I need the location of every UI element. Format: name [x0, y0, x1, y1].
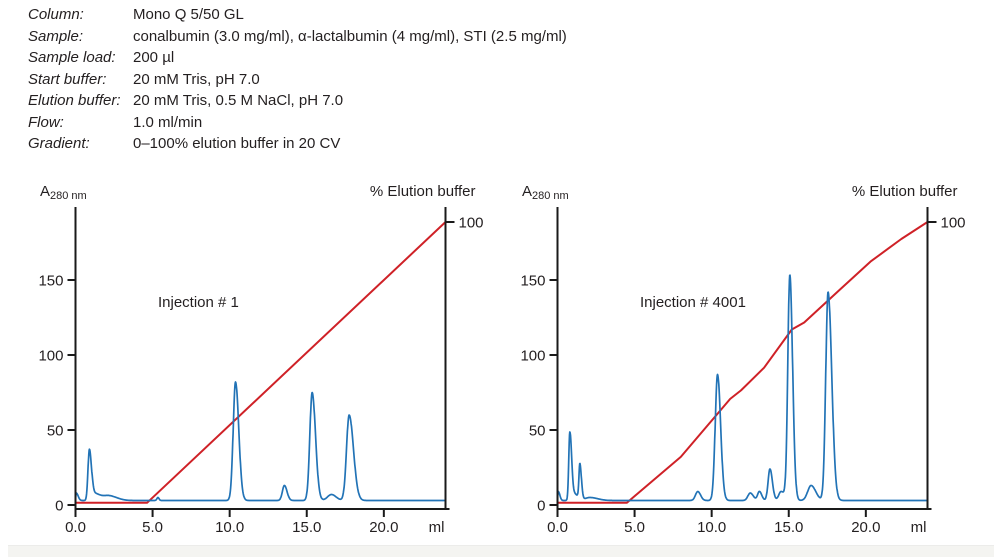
condition-value: 20 mM Tris, 0.5 M NaCl, pH 7.0 [133, 92, 344, 109]
y-axis-title: A280 nm [522, 183, 569, 202]
y-tick-label: 50 [47, 423, 64, 440]
y-tick-label: 100 [520, 348, 545, 365]
y-tick-label: 0 [537, 498, 545, 515]
injection-4001-label: Injection # 4001 [640, 294, 746, 311]
condition-value: conalbumin (3.0 mg/ml), α-lactalbumin (4… [133, 27, 567, 45]
condition-row: Column: Mono Q 5/50 GL [28, 4, 567, 26]
x-tick-label: 0.0 [547, 519, 568, 536]
x-tick-label: 10.0 [215, 519, 244, 536]
x-unit-label: ml [911, 519, 927, 536]
page-edge-strip [8, 545, 994, 557]
x-tick-label: 0.0 [65, 519, 86, 536]
condition-row: Sample load: 200 µl [28, 47, 567, 69]
condition-value: 0–100% elution buffer in 20 CV [133, 135, 341, 152]
y-tick-label: 0 [55, 498, 63, 515]
condition-label: Sample: [28, 27, 84, 45]
condition-label: Sample load: [28, 49, 116, 66]
x-tick-label: 20.0 [851, 519, 880, 536]
absorbance-trace [556, 274, 929, 502]
x-tick-label: 5.0 [624, 519, 645, 536]
condition-label: Flow: [28, 113, 64, 131]
run-conditions: Column: Mono Q 5/50 GL Sample: conalbumin (… [28, 4, 567, 155]
condition-value: 20 mM Tris, pH 7.0 [133, 70, 260, 88]
chromatogram-injection-4001: 0.0 5.0 10.0 15.0 20.0 ml 0 50 100 150 100 A280 nm%… [520, 183, 965, 536]
gradient-line [557, 221, 929, 504]
condition-label: Column: [28, 6, 84, 23]
right-axis-title: % Elution buffer [370, 183, 476, 200]
condition-value: Mono Q 5/50 GL [133, 6, 244, 23]
injection-1-label: Injection # 1 [158, 294, 239, 311]
x-tick-label: 15.0 [292, 519, 321, 536]
condition-row: Sample: conalbumin (3.0 mg/ml), α-lactalb… [28, 26, 567, 48]
x-tick-label: 20.0 [369, 519, 398, 536]
x-tick-label: 15.0 [774, 519, 803, 536]
gradient-line [75, 221, 447, 504]
y-tick-label: 150 [38, 273, 63, 290]
condition-row: Gradient: 0–100% elution buffer in 20 CV [28, 133, 567, 155]
y-tick-label: 100 [38, 348, 63, 365]
right-tick-label: 100 [941, 215, 966, 232]
right-axis-title: % Elution buffer [852, 183, 958, 200]
y-tick-label: 150 [520, 273, 545, 290]
condition-value: 200 µl [133, 49, 175, 66]
condition-label: Start buffer: [28, 70, 107, 88]
x-tick-label: 10.0 [697, 519, 726, 536]
x-tick-label: 5.0 [142, 519, 163, 536]
condition-row: Elution buffer: 20 mM Tris, 0.5 M NaCl, p… [28, 90, 567, 112]
condition-row: Flow: 1.0 ml/min [28, 112, 567, 134]
condition-label: Elution buffer: [28, 92, 121, 109]
right-tick-label: 100 [459, 215, 484, 232]
condition-value: 1.0 ml/min [133, 113, 203, 131]
y-axis-title: A280 nm [40, 183, 87, 202]
absorbance-trace [74, 381, 447, 502]
x-unit-label: ml [429, 519, 445, 536]
chromatogram-injection-1: 0.0 5.0 10.0 15.0 20.0 ml 0 50 100 150 100 A280 nm%… [38, 183, 483, 536]
y-tick-label: 50 [529, 423, 546, 440]
condition-label: Gradient: [28, 135, 90, 152]
condition-row: Start buffer: 20 mM Tris, pH 7.0 [28, 69, 567, 91]
